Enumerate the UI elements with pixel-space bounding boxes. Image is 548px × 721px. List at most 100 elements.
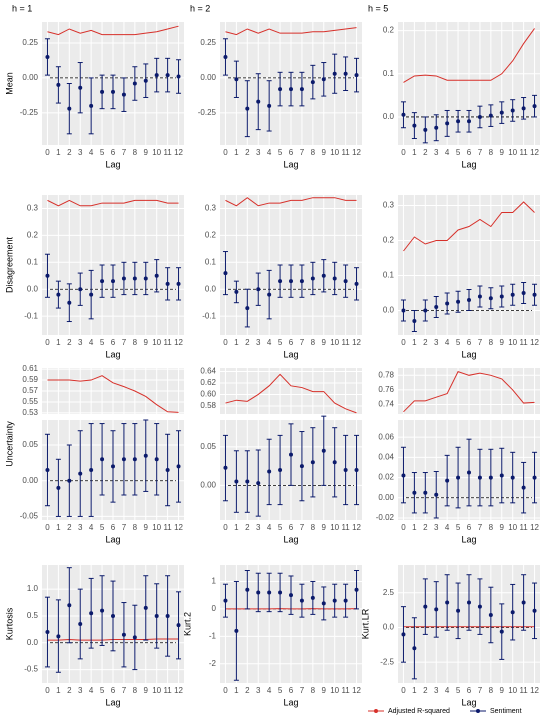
sentiment-point	[67, 106, 72, 111]
y-tick-label: -2.5	[380, 657, 394, 666]
x-tick-label: 11	[163, 148, 172, 157]
x-tick-label: 3	[434, 523, 439, 532]
x-tick-label: 3	[256, 686, 261, 695]
sentiment-point	[278, 468, 283, 472]
x-axis-label: Lag	[105, 534, 120, 544]
x-tick-label: 4	[89, 148, 94, 157]
sentiment-point	[89, 611, 94, 616]
x-tick-label: 4	[89, 686, 94, 695]
sentiment-point	[332, 598, 337, 603]
sentiment-point	[45, 273, 50, 278]
y-tick-label: 0.0	[205, 284, 217, 293]
x-tick-label: 10	[330, 523, 339, 532]
sentiment-point	[100, 457, 105, 462]
x-tick-label: 0	[401, 148, 406, 157]
sentiment-point	[521, 600, 526, 605]
sentiment-point	[532, 292, 537, 297]
legend-point	[374, 709, 378, 713]
x-axis-label: Lag	[283, 349, 298, 359]
r-squared-line	[47, 199, 179, 207]
x-tick-label: 0	[401, 686, 406, 695]
sentiment-point	[477, 475, 482, 480]
sentiment-point	[521, 291, 526, 295]
x-tick-label: 8	[489, 338, 494, 347]
sentiment-point	[143, 453, 148, 458]
x-tick-label: 5	[100, 148, 105, 157]
sentiment-point	[56, 634, 61, 639]
x-tick-label: 3	[78, 338, 83, 347]
sentiment-point	[521, 485, 526, 490]
x-tick-label: 6	[111, 338, 116, 347]
y-tick-label: 0.05	[200, 442, 216, 451]
x-tick-label: 6	[289, 523, 294, 532]
sentiment-point	[423, 490, 428, 495]
y-tick-label: -0.5	[24, 665, 38, 674]
x-axis-label: Lag	[105, 349, 120, 359]
sentiment-point	[245, 479, 250, 484]
x-tick-label: 9	[144, 148, 149, 157]
sentiment-point	[521, 106, 526, 111]
x-tick-label: 2	[67, 686, 72, 695]
sentiment-point	[289, 279, 293, 284]
sentiment-point	[121, 92, 126, 97]
x-tick-label: 10	[330, 338, 339, 347]
r-squared-line	[403, 371, 535, 413]
y-tick-label: 0.0	[27, 638, 39, 647]
x-tick-label: 8	[489, 686, 494, 695]
sentiment-point	[234, 77, 239, 82]
x-axis-label: Lag	[461, 349, 476, 359]
sentiment-point	[45, 54, 50, 59]
x-tick-label: 12	[174, 338, 183, 347]
x-axis-label: Lag	[461, 697, 476, 707]
y-tick-label: 0.74	[378, 400, 394, 409]
x-tick-label: 6	[111, 148, 116, 157]
x-tick-label: 7	[300, 338, 305, 347]
sentiment-point	[299, 598, 304, 603]
x-tick-label: 6	[289, 148, 294, 157]
sentiment-point	[343, 468, 348, 472]
sentiment-point	[154, 273, 159, 278]
y-tick-label: 0.1	[27, 257, 39, 266]
y-tick-label: 0.64	[200, 367, 216, 376]
sentiment-point	[467, 470, 471, 475]
x-tick-label: 10	[152, 523, 161, 532]
x-tick-label: 8	[489, 523, 494, 532]
x-tick-label: 4	[445, 338, 450, 347]
y-tick-label: 0.57	[22, 386, 38, 395]
y-tick-label: -2	[209, 659, 217, 668]
legend-point	[476, 709, 480, 713]
y-tick-label: 0.0	[27, 284, 39, 293]
sentiment-point	[456, 608, 461, 613]
x-tick-label: 11	[341, 148, 350, 157]
sentiment-point	[289, 593, 293, 598]
sentiment-point	[401, 112, 406, 117]
x-tick-label: 5	[456, 338, 461, 347]
x-tick-label: 6	[289, 338, 294, 347]
sentiment-point	[234, 479, 239, 484]
x-tick-label: 4	[445, 523, 450, 532]
sentiment-point	[56, 292, 61, 297]
sentiment-point	[332, 460, 337, 465]
sentiment-point	[456, 299, 461, 304]
sentiment-point	[111, 279, 115, 284]
x-tick-label: 9	[322, 148, 327, 157]
y-tick-label: 0.05	[22, 440, 38, 449]
x-tick-label: 1	[56, 523, 61, 532]
x-tick-label: 4	[267, 686, 272, 695]
x-tick-label: 8	[133, 148, 138, 157]
y-tick-label: 1	[212, 577, 217, 586]
sentiment-point	[321, 448, 326, 453]
x-tick-label: 7	[478, 148, 483, 157]
sentiment-point	[100, 608, 105, 613]
x-tick-label: 10	[152, 148, 161, 157]
x-tick-label: 3	[78, 686, 83, 695]
sentiment-point	[278, 590, 283, 595]
y-tick-label: 0.1	[205, 257, 217, 266]
y-tick-label: 0.00	[22, 476, 38, 485]
sentiment-point	[165, 281, 170, 286]
x-tick-label: 12	[174, 148, 183, 157]
x-tick-label: 5	[456, 686, 461, 695]
sentiment-point	[499, 110, 504, 115]
y-tick-label: 0.59	[22, 375, 38, 384]
sentiment-point	[78, 287, 83, 292]
